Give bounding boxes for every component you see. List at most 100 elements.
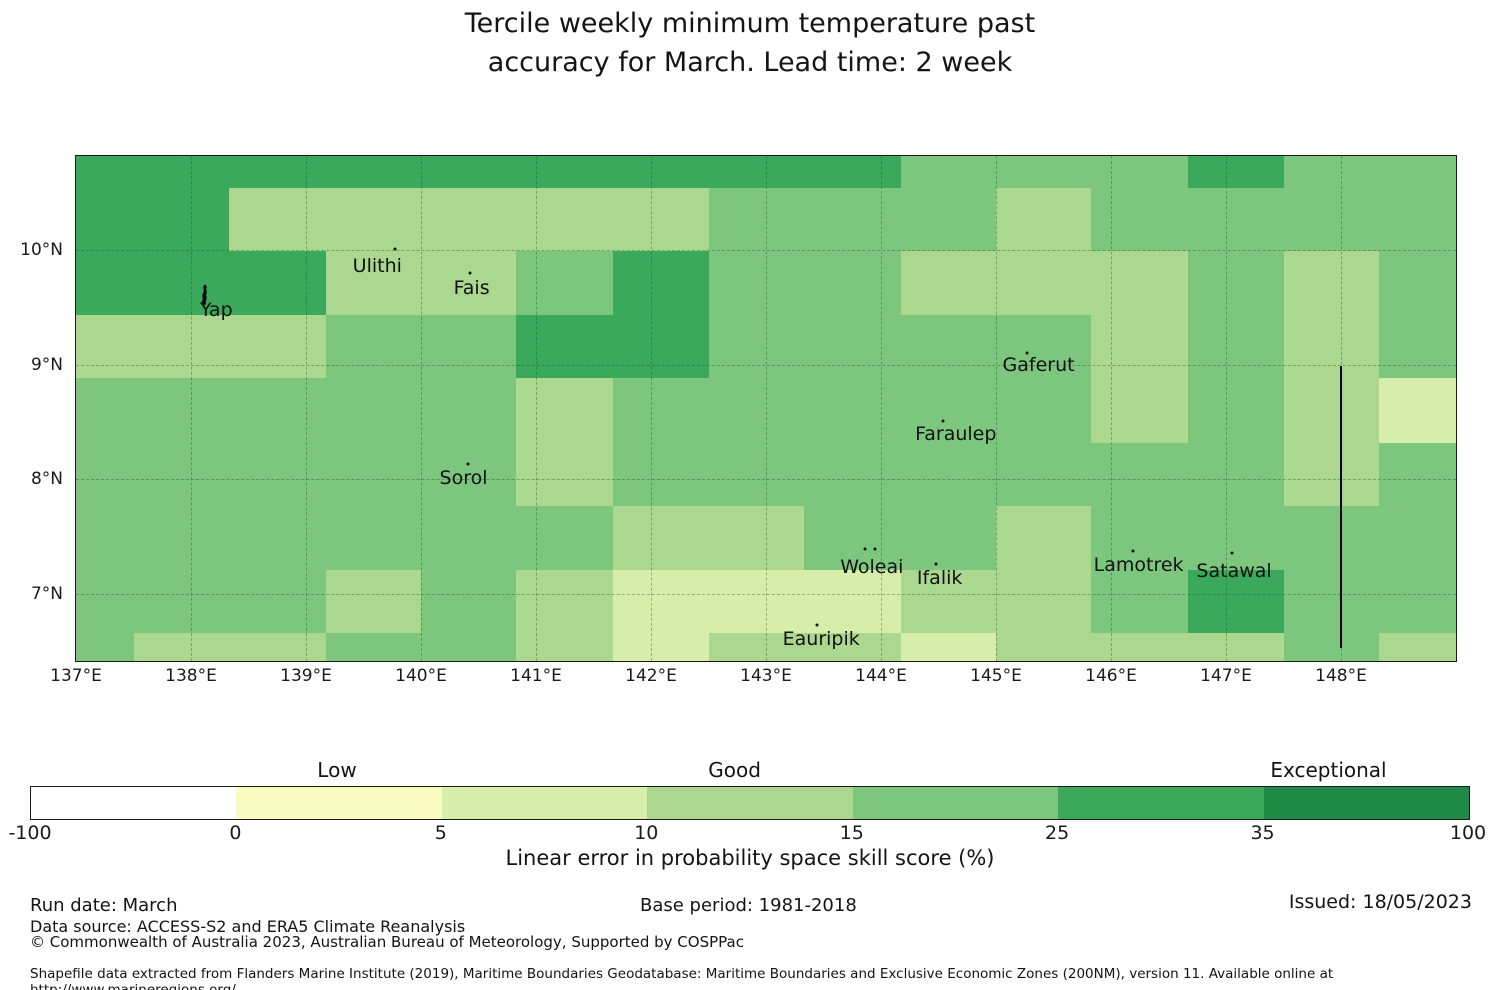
map-cell: [803, 505, 902, 571]
colorbar-category-label: Good: [708, 758, 761, 782]
map-cell: [613, 251, 709, 316]
map-cell: [228, 378, 327, 444]
map-cell: [421, 251, 517, 316]
colorbar-segment: [852, 787, 1059, 819]
map-cell: [76, 315, 134, 379]
map-gridline-meridian: [881, 156, 882, 661]
chart-title: Tercile weekly minimum temperature past …: [0, 4, 1500, 82]
chart-title-line2: accuracy for March. Lead time: 2 week: [487, 47, 1013, 78]
map-cell: [516, 570, 614, 634]
map-gridline-meridian: [766, 156, 767, 661]
map-gridline-meridian: [536, 156, 537, 661]
map-cell: [708, 505, 805, 571]
map-cell: [803, 155, 902, 189]
island-marker-dot: [1025, 351, 1029, 355]
map-cell: [325, 442, 422, 507]
map-cell: [803, 442, 902, 507]
chart-title-line1: Tercile weekly minimum temperature past: [464, 8, 1036, 39]
issued-date-text: Issued: 18/05/2023: [1288, 891, 1472, 913]
map-cell: [1378, 188, 1457, 252]
map-cell: [1283, 570, 1380, 634]
map-cell: [421, 315, 517, 379]
shapefile-attribution-text: Shapefile data extracted from Flanders M…: [30, 966, 1334, 990]
island-marker-dot: [1131, 549, 1135, 552]
map-cell: [1188, 442, 1284, 507]
map-cell: [516, 315, 614, 379]
map-cell: [516, 155, 614, 189]
colorbar-segment: [31, 787, 237, 819]
map-cell: [421, 155, 517, 189]
map-cell: [325, 315, 422, 379]
map-cell: [516, 378, 614, 444]
map-cell: [996, 188, 1092, 252]
map-cell: [1091, 188, 1189, 252]
map-cell: [76, 505, 134, 571]
map-cell: [133, 188, 230, 252]
map-cell: [76, 570, 134, 634]
map-cell: [900, 633, 997, 662]
map-gridline-meridian: [1111, 156, 1112, 661]
colorbar-tick-label: 25: [1045, 822, 1070, 844]
map-cell: [708, 155, 805, 189]
map-cell: [325, 378, 422, 444]
map-cell: [228, 315, 327, 379]
x-axis-tick-label: 144°E: [855, 666, 907, 686]
island-marker-dot: [941, 419, 945, 423]
map-cell: [133, 570, 230, 634]
map-cell: [613, 155, 709, 189]
map-cell: [325, 251, 422, 316]
map-cell: [900, 442, 997, 507]
map-cell: [1378, 442, 1457, 507]
map-cell: [1188, 315, 1284, 379]
map-cell: [133, 633, 230, 662]
map-cell: [325, 633, 422, 662]
map-cell: [133, 442, 230, 507]
x-axis-tick-label: 139°E: [280, 666, 332, 686]
map-cell: [421, 188, 517, 252]
map-cell: [421, 633, 517, 662]
colorbar-category-label: Low: [317, 758, 357, 782]
x-axis-tick-label: 142°E: [625, 666, 677, 686]
map-cell: [76, 188, 134, 252]
map-cell: [900, 570, 997, 634]
map-cell: [708, 442, 805, 507]
copyright-text: © Commonwealth of Australia 2023, Austra…: [30, 933, 744, 951]
island-label: Sorol: [439, 467, 488, 490]
map-cell: [1283, 505, 1380, 571]
map-cell: [996, 251, 1092, 316]
map-cell: [708, 378, 805, 444]
map-cell: [1378, 378, 1457, 444]
map-cell: [708, 251, 805, 316]
map-cell: [325, 155, 422, 189]
map-cell: [1091, 633, 1189, 662]
map-cell: [1091, 155, 1189, 189]
map-cell: [228, 251, 327, 316]
map-cell: [1188, 633, 1284, 662]
colorbar-tick-label: 10: [634, 822, 659, 844]
colorbar-tick-label: 100: [1449, 822, 1487, 844]
map-cell: [996, 633, 1092, 662]
x-axis-tick-label: 141°E: [510, 666, 562, 686]
map-cell: [1283, 315, 1380, 379]
map-cell: [708, 633, 805, 662]
map-cell: [900, 315, 997, 379]
island-label: Faraulep: [915, 422, 997, 445]
map-gridline-meridian: [306, 156, 307, 661]
map-cell: [133, 505, 230, 571]
map-gridline-parallel: [76, 364, 1456, 366]
map-cell: [1188, 570, 1284, 634]
map-gridline-parallel: [76, 479, 1456, 481]
x-axis-tick-label: 137°E: [50, 666, 102, 686]
map-cell: [133, 251, 230, 316]
map-cell: [1091, 570, 1189, 634]
map-gridline-parallel: [76, 250, 1456, 251]
island-label: Ifalik: [916, 567, 963, 590]
map-cell: [1091, 442, 1189, 507]
island-label: Woleai: [840, 555, 904, 578]
x-axis-tick-label: 143°E: [740, 666, 792, 686]
map-cell: [228, 505, 327, 571]
map-cell: [228, 188, 327, 252]
map-cell: [516, 633, 614, 662]
map-cell: [516, 505, 614, 571]
map-cell: [900, 188, 997, 252]
